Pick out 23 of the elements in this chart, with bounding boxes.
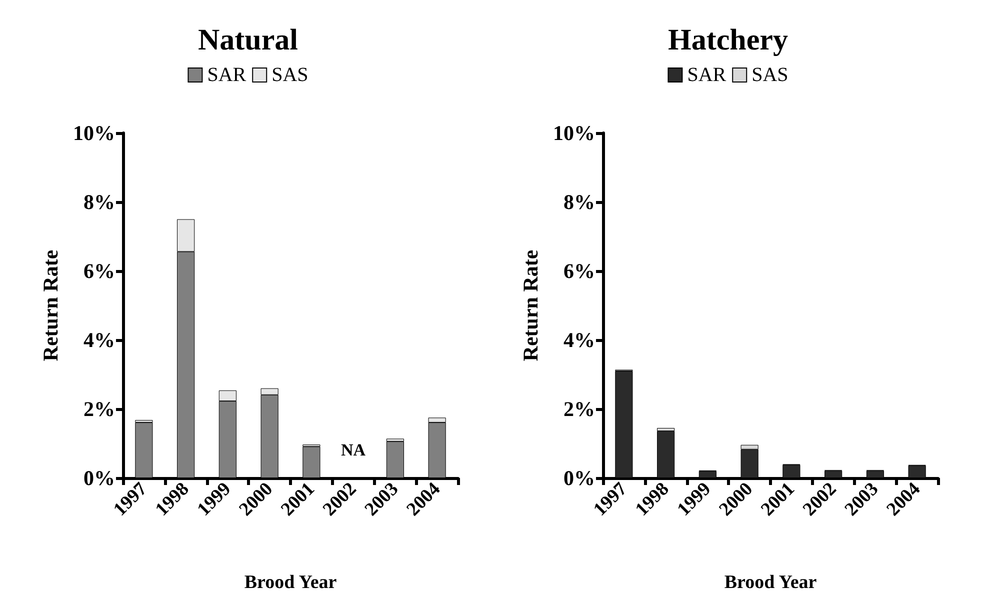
y-axis-title: Return Rate xyxy=(518,250,542,362)
x-axis-title: Brood Year xyxy=(244,572,338,593)
y-axis-title: Return Rate xyxy=(38,250,62,362)
y-tick-label: 6% xyxy=(564,259,595,283)
y-tick-label: 0% xyxy=(84,466,115,490)
legend-label: SAS xyxy=(752,64,788,86)
x-axis-title: Brood Year xyxy=(724,572,818,593)
y-tick-label: 4% xyxy=(84,328,115,352)
y-tick-label: 0% xyxy=(564,466,595,490)
annotation: NA xyxy=(341,440,366,460)
legend-label: SAR xyxy=(687,64,727,86)
y-tick-label: 10% xyxy=(553,121,595,145)
y-tick-label: 8% xyxy=(84,190,115,214)
chart-title: Hatchery xyxy=(668,24,788,56)
y-tick-label: 2% xyxy=(564,397,595,421)
y-tick-label: 6% xyxy=(84,259,115,283)
legend-label: SAS xyxy=(272,64,308,86)
y-tick-label: 8% xyxy=(564,190,595,214)
y-tick-label: 4% xyxy=(564,328,595,352)
y-tick-label: 10% xyxy=(73,121,115,145)
legend-label: SAR xyxy=(207,64,247,86)
chart-title: Natural xyxy=(198,24,298,56)
y-tick-label: 2% xyxy=(84,397,115,421)
